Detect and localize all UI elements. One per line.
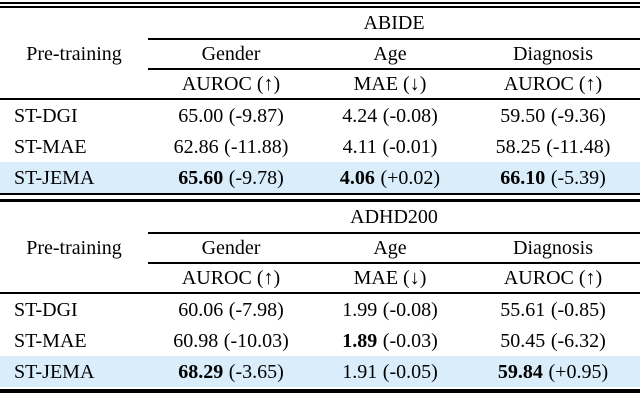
- task-header-row: Pre-training Gender Age Diagnosis: [0, 39, 640, 70]
- metric-delta: (-7.98): [228, 298, 284, 321]
- metric-delta: (-11.48): [546, 135, 611, 158]
- results-table-adhd200: ADHD200 Pre-training Gender Age Diagnosi…: [0, 202, 640, 387]
- metric-delta: (-0.08): [382, 298, 438, 321]
- column-header-age: Age: [314, 233, 466, 264]
- metric-delta: (-9.87): [228, 104, 284, 127]
- metric-cell: 1.89 (-0.03): [314, 325, 466, 356]
- metric-value: 4.24: [342, 104, 378, 127]
- table-row-st-jema-highlighted: ST-JEMA 68.29 (-3.65) 1.91 (-0.05) 59.84 (+…: [0, 356, 640, 387]
- metric-delta: (-0.85): [550, 298, 606, 321]
- dataset-name: ABIDE: [148, 8, 640, 40]
- metric-value: 60.98: [173, 329, 219, 352]
- metric-delta: (-9.78): [228, 166, 284, 189]
- table-row-st-mae: ST-MAE 62.86 (-11.88) 4.11 (-0.01) 58.25 (-…: [0, 131, 640, 162]
- metric-header-auroc-gender: AUROC (↑): [148, 263, 314, 294]
- metric-delta: (+0.02): [380, 166, 441, 189]
- metric-cell: 60.98 (-10.03): [148, 325, 314, 356]
- table-row-st-dgi: ST-DGI 60.06 (-7.98) 1.99 (-0.08) 55.61 (-0…: [0, 293, 640, 325]
- metric-cell: 62.86 (-11.88): [148, 131, 314, 162]
- metric-value: 68.29: [178, 360, 224, 383]
- metric-value: 4.11: [342, 135, 377, 158]
- metric-cell: 59.84 (+0.95): [466, 356, 640, 387]
- metric-value: 59.84: [497, 360, 543, 383]
- spacer-cell: [0, 202, 148, 233]
- top-rule: [0, 2, 640, 8]
- metric-value: 65.00: [178, 104, 224, 127]
- table-row-st-dgi: ST-DGI 65.00 (-9.87) 4.24 (-0.08) 59.50 (-9…: [0, 99, 640, 131]
- results-table-abide: ABIDE Pre-training Gender Age Diagnosis …: [0, 8, 640, 193]
- metric-header-auroc-diagnosis: AUROC (↑): [466, 69, 640, 100]
- metric-header-mae-age: MAE (↓): [314, 263, 466, 294]
- column-header-diagnosis: Diagnosis: [466, 233, 640, 264]
- column-header-gender: Gender: [148, 233, 314, 264]
- method-label: ST-JEMA: [0, 162, 148, 193]
- metric-value: 59.50: [500, 104, 546, 127]
- metric-cell: 4.06 (+0.02): [314, 162, 466, 193]
- task-header-row: Pre-training Gender Age Diagnosis: [0, 233, 640, 264]
- metric-delta: (-0.01): [382, 135, 438, 158]
- metric-cell: 66.10 (-5.39): [466, 162, 640, 193]
- metric-value: 1.99: [342, 298, 378, 321]
- metric-delta: (-0.08): [382, 104, 438, 127]
- metric-header-mae-age: MAE (↓): [314, 69, 466, 100]
- spacer-cell: [0, 8, 148, 39]
- method-label: ST-MAE: [14, 135, 87, 158]
- metric-cell: 4.24 (-0.08): [314, 99, 466, 131]
- metric-delta: (-10.03): [223, 329, 289, 352]
- dataset-header-row: ABIDE: [0, 8, 640, 40]
- column-header-gender: Gender: [148, 39, 314, 70]
- metric-value: 50.45: [500, 329, 546, 352]
- bottom-rule: [0, 389, 640, 393]
- metric-delta: (+0.95): [548, 360, 609, 383]
- metric-value: 55.61: [500, 298, 546, 321]
- metric-header-row: AUROC (↑) MAE (↓) AUROC (↑): [0, 69, 640, 100]
- metric-cell: 68.29 (-3.65): [148, 356, 314, 387]
- pretraining-column-header: Pre-training: [26, 43, 122, 65]
- column-header-diagnosis: Diagnosis: [466, 39, 640, 70]
- dataset-header-row: ADHD200: [0, 202, 640, 234]
- metric-header-auroc-diagnosis: AUROC (↑): [466, 263, 640, 294]
- method-label: ST-JEMA: [0, 356, 148, 387]
- metric-cell: 55.61 (-0.85): [466, 293, 640, 325]
- metric-delta: (-0.05): [382, 360, 438, 383]
- metric-cell: 58.25 (-11.48): [466, 131, 640, 162]
- metric-cell: 65.00 (-9.87): [148, 99, 314, 131]
- metric-cell: 59.50 (-9.36): [466, 99, 640, 131]
- metric-delta: (-9.36): [550, 104, 606, 127]
- metric-header-row: AUROC (↑) MAE (↓) AUROC (↑): [0, 263, 640, 294]
- metric-value: 60.06: [178, 298, 224, 321]
- metric-cell: 50.45 (-6.32): [466, 325, 640, 356]
- pretraining-column-header: Pre-training: [26, 237, 122, 259]
- table-row-st-jema-highlighted: ST-JEMA 65.60 (-9.78) 4.06 (+0.02) 66.10 (-…: [0, 162, 640, 193]
- method-label: ST-DGI: [14, 298, 78, 321]
- metric-cell: 65.60 (-9.78): [148, 162, 314, 193]
- metric-value: 65.60: [178, 166, 224, 189]
- section-divider-rule: [0, 193, 640, 202]
- spacer-cell: [0, 263, 148, 294]
- metric-delta: (-5.39): [550, 166, 606, 189]
- metric-delta: (-11.88): [224, 135, 289, 158]
- dataset-name: ADHD200: [148, 202, 640, 234]
- metric-delta: (-0.03): [382, 329, 438, 352]
- metric-cell: 4.11 (-0.01): [314, 131, 466, 162]
- metric-value: 4.06: [339, 166, 375, 189]
- metric-value: 62.86: [173, 135, 219, 158]
- metric-header-auroc-gender: AUROC (↑): [148, 69, 314, 100]
- metric-cell: 1.91 (-0.05): [314, 356, 466, 387]
- metric-value: 1.91: [342, 360, 378, 383]
- method-label: ST-DGI: [14, 104, 78, 127]
- metric-value: 66.10: [500, 166, 546, 189]
- metric-cell: 1.99 (-0.08): [314, 293, 466, 325]
- metric-value: 1.89: [342, 329, 378, 352]
- metric-delta: (-6.32): [550, 329, 606, 352]
- method-label: ST-MAE: [14, 329, 87, 352]
- metric-delta: (-3.65): [228, 360, 284, 383]
- metric-value: 58.25: [495, 135, 541, 158]
- column-header-age: Age: [314, 39, 466, 70]
- table-row-st-mae: ST-MAE 60.98 (-10.03) 1.89 (-0.03) 50.45 (-…: [0, 325, 640, 356]
- metric-cell: 60.06 (-7.98): [148, 293, 314, 325]
- spacer-cell: [0, 69, 148, 100]
